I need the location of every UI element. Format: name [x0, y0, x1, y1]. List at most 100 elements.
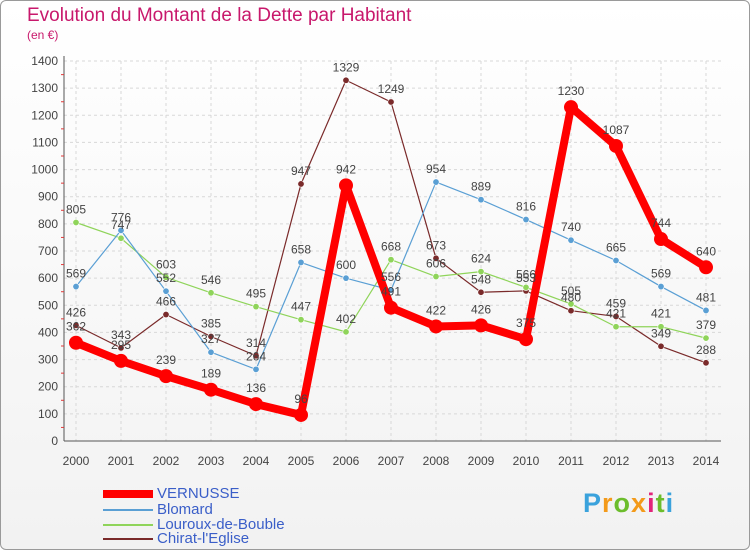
- data-point: [702, 306, 710, 314]
- data-label: 327: [201, 332, 221, 346]
- unit-label: (en €): [27, 28, 59, 42]
- data-label: 552: [156, 271, 176, 285]
- data-label: 491: [381, 285, 401, 299]
- data-point: [297, 180, 305, 188]
- x-tick-label: 2002: [153, 454, 180, 468]
- x-tick-label: 2000: [63, 454, 90, 468]
- x-tick-label: 2011: [558, 454, 584, 468]
- data-point: [612, 256, 620, 264]
- data-point: [387, 98, 395, 106]
- brand-letter: i: [665, 488, 675, 518]
- data-point: [117, 234, 125, 242]
- data-label: 668: [381, 240, 401, 254]
- data-point: [72, 219, 80, 227]
- x-tick-label: 2006: [333, 454, 360, 468]
- data-point: [207, 332, 215, 340]
- data-point: [609, 138, 623, 153]
- brand-letter: t: [655, 488, 666, 518]
- data-label: 495: [246, 287, 266, 301]
- data-label: 805: [66, 203, 86, 217]
- data-label: 264: [246, 349, 266, 363]
- data-label: 624: [471, 252, 491, 266]
- data-label: 375: [516, 316, 536, 330]
- data-point: [297, 316, 305, 324]
- data-point: [207, 348, 215, 356]
- data-point: [249, 397, 263, 412]
- proxiti-logo: Proxiti: [583, 488, 674, 519]
- data-label: 466: [156, 295, 176, 309]
- data-point: [432, 254, 440, 262]
- x-tick-label: 2005: [288, 454, 315, 468]
- data-label: 744: [651, 216, 671, 230]
- data-point: [294, 407, 308, 422]
- data-point: [522, 216, 530, 224]
- data-point: [612, 312, 620, 320]
- data-point: [702, 359, 710, 367]
- data-point: [297, 258, 305, 266]
- brand-letter: i: [647, 488, 656, 518]
- data-point: [72, 321, 80, 329]
- data-label: 189: [201, 367, 221, 381]
- x-tick-label: 2007: [378, 454, 405, 468]
- legend-swatch-blomard: [103, 509, 153, 511]
- data-point: [342, 274, 350, 282]
- data-label: 1087: [603, 123, 630, 137]
- data-point: [384, 300, 398, 315]
- data-point: [162, 311, 170, 319]
- legend-item-blomard: Blomard: [103, 502, 213, 517]
- data-label: 954: [426, 162, 446, 176]
- legend-swatch-louroux: [103, 524, 153, 526]
- data-point: [204, 382, 218, 397]
- data-label: 136: [246, 381, 266, 395]
- data-point: [117, 226, 125, 234]
- y-tick-label: 1300: [31, 81, 58, 95]
- data-point: [69, 335, 83, 350]
- data-label: 816: [516, 200, 536, 214]
- data-point: [477, 288, 485, 296]
- data-label: 640: [696, 244, 716, 258]
- y-tick-label: 900: [38, 190, 58, 204]
- legend-label-louroux: Louroux-de-Bouble: [157, 516, 285, 533]
- data-label: 606: [426, 257, 446, 271]
- data-label: 481: [696, 290, 716, 304]
- x-tick-label: 2014: [693, 454, 720, 468]
- y-tick-label: 1400: [31, 54, 58, 68]
- data-label: 556: [381, 270, 401, 284]
- y-tick-label: 400: [38, 325, 58, 339]
- data-label: 421: [606, 307, 626, 321]
- data-point: [564, 100, 578, 115]
- brand-letter: o: [613, 488, 632, 518]
- data-label: 658: [291, 242, 311, 256]
- data-label: 665: [606, 241, 626, 255]
- legend-item-chirat: Chirat-l'Eglise: [103, 531, 249, 546]
- data-label: 447: [291, 300, 311, 314]
- y-tick-label: 300: [38, 353, 58, 367]
- data-label: 569: [66, 267, 86, 281]
- data-label: 349: [651, 326, 671, 340]
- data-point: [567, 300, 575, 308]
- data-point: [342, 328, 350, 336]
- y-tick-label: 1200: [31, 108, 58, 122]
- data-point: [162, 287, 170, 295]
- data-label: 426: [471, 302, 491, 316]
- data-label: 566: [516, 267, 536, 281]
- y-tick-label: 1000: [31, 163, 58, 177]
- brand-letter: r: [602, 488, 614, 518]
- data-label: 239: [156, 353, 176, 367]
- y-tick-label: 600: [38, 271, 58, 285]
- data-point: [117, 344, 125, 352]
- data-label: 421: [651, 307, 671, 321]
- data-point: [159, 369, 173, 384]
- data-label: 96: [294, 392, 308, 406]
- x-tick-label: 2013: [648, 454, 675, 468]
- data-label: 889: [471, 180, 491, 194]
- data-label: 459: [606, 296, 626, 310]
- data-point: [567, 307, 575, 315]
- legend-item-vernusse: VERNUSSE: [103, 486, 240, 501]
- legend-item-louroux: Louroux-de-Bouble: [103, 516, 285, 533]
- data-point: [657, 323, 665, 331]
- data-point: [114, 353, 128, 368]
- data-label: 379: [696, 318, 716, 332]
